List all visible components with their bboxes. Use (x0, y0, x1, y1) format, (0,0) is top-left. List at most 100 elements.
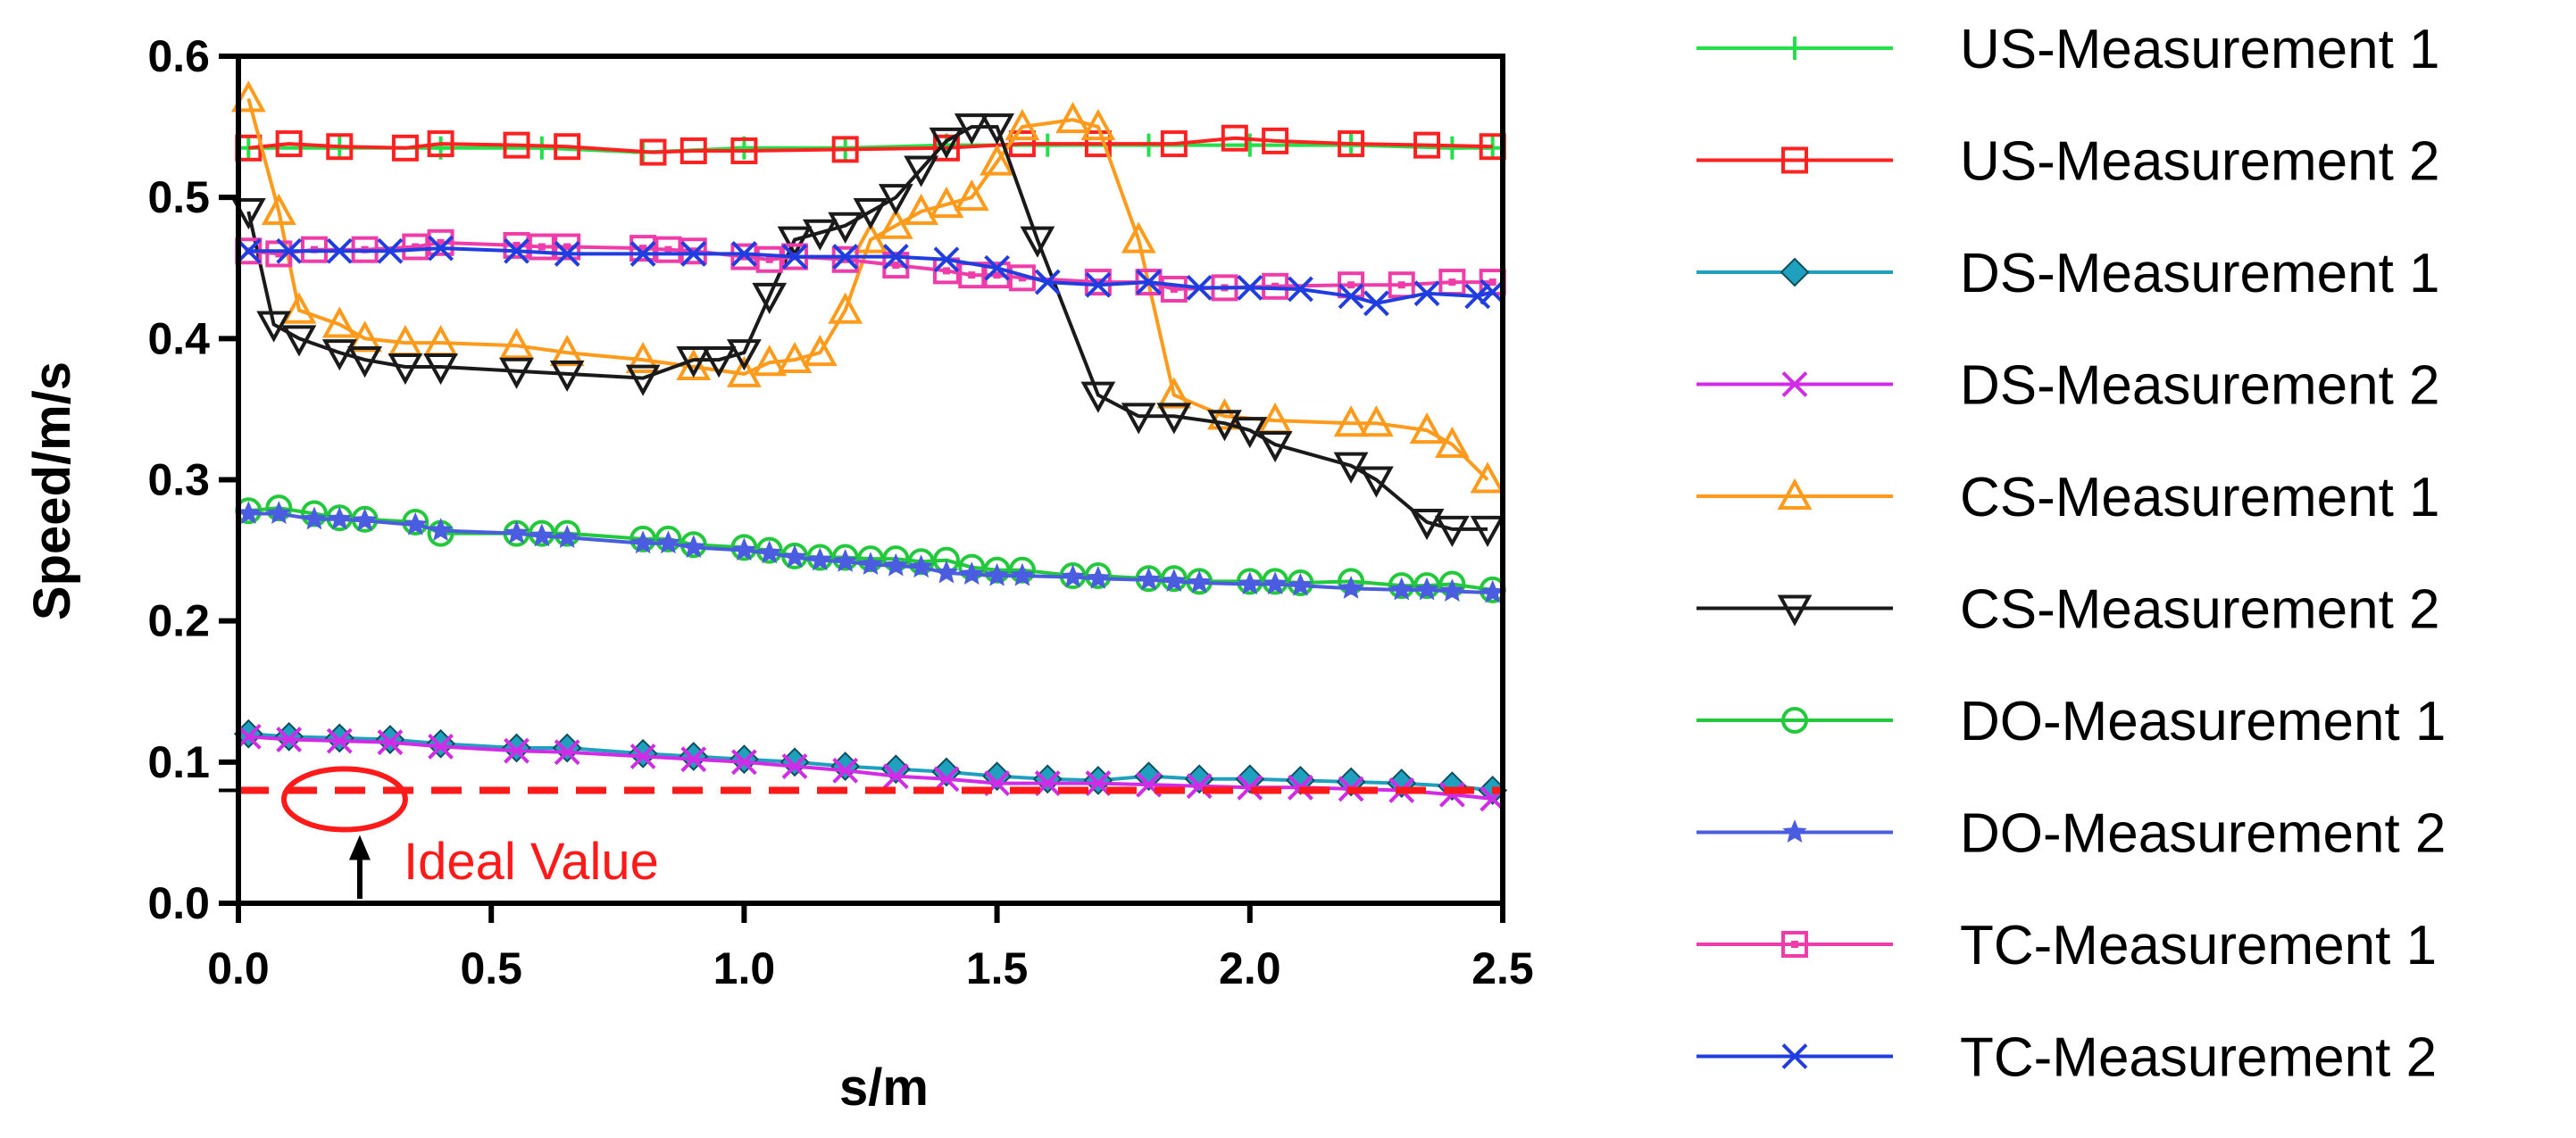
data-point (654, 525, 682, 552)
data-point (554, 133, 581, 161)
data-point (377, 237, 404, 264)
data-point (679, 137, 707, 164)
data-point (347, 320, 382, 353)
data-point (1262, 272, 1289, 300)
data-point (504, 237, 529, 264)
data-point (882, 244, 909, 270)
data-point (1162, 569, 1187, 592)
data-point-dot (1094, 278, 1102, 287)
data-point-box (654, 236, 682, 263)
data-point (300, 500, 328, 527)
data-point-dot (639, 245, 647, 253)
data-point (655, 530, 681, 554)
data-point (1287, 569, 1314, 596)
data-point (980, 144, 1014, 176)
data-point (402, 233, 429, 261)
data-point (904, 193, 939, 225)
data-point (757, 540, 782, 564)
data-point-dot (841, 255, 849, 263)
data-point (1160, 130, 1188, 158)
data-point (629, 235, 657, 262)
data-point-dot (664, 245, 672, 253)
data-point (781, 244, 808, 270)
data-point (1437, 771, 1467, 802)
data-point (326, 133, 354, 161)
series-line (248, 246, 1494, 305)
data-point (980, 113, 1014, 145)
data-point (625, 341, 661, 374)
data-point (833, 548, 858, 572)
data-point (276, 727, 303, 752)
data-point (954, 179, 989, 212)
data-point (274, 721, 304, 752)
legend-marker (1780, 257, 1810, 287)
data-point (680, 241, 707, 267)
data-point (321, 306, 357, 338)
data-point (984, 562, 1010, 586)
data-point (831, 136, 859, 163)
data-point (502, 733, 531, 763)
data-point (1409, 508, 1445, 541)
data-point (727, 355, 762, 387)
data-point (1434, 515, 1470, 547)
data-point (426, 728, 455, 759)
data-point (727, 339, 762, 371)
data-point (1238, 571, 1263, 595)
legend-label: DO-Measurement 2 (1960, 803, 2446, 865)
ideal-value-arrow-head (348, 835, 371, 860)
data-point (878, 184, 913, 216)
data-point-dot (892, 262, 900, 270)
legend-marker-dot (1791, 941, 1798, 948)
data-point (853, 221, 888, 253)
data-point-dot (993, 271, 1001, 279)
data-point-box (882, 252, 910, 279)
data-point (1084, 269, 1112, 296)
data-point (932, 134, 960, 162)
data-point (676, 346, 712, 378)
legend-entry: DS-Measurement 2 (1696, 355, 2440, 417)
data-point (230, 197, 266, 230)
data-point (883, 552, 908, 577)
data-point-dot (1170, 285, 1178, 293)
data-point (504, 520, 529, 544)
data-point (261, 193, 296, 225)
y-tick-label: 0.4 (147, 313, 210, 363)
data-point-box (629, 235, 657, 262)
data-point (933, 246, 960, 273)
data-point (701, 346, 737, 378)
data-point (954, 113, 989, 145)
data-point (1413, 572, 1441, 600)
data-point (832, 757, 859, 784)
legend-label: US-Measurement 2 (1960, 131, 2440, 193)
data-point-dot (1018, 274, 1026, 282)
data-point (807, 547, 832, 571)
data-point (730, 241, 757, 267)
data-point (878, 207, 913, 239)
x-tick-label: 2.0 (1219, 943, 1281, 993)
data-point (1388, 572, 1415, 600)
data-point-box (831, 245, 859, 273)
legend-entry: DO-Measurement 1 (1696, 691, 2446, 752)
data-point (1080, 108, 1116, 141)
data-point (324, 723, 354, 753)
data-point (552, 733, 582, 763)
data-point (882, 763, 909, 790)
data-point (802, 219, 838, 251)
data-point (347, 346, 382, 378)
data-point (929, 127, 964, 160)
data-point (1080, 381, 1116, 413)
data-point (654, 236, 682, 263)
data-point (1005, 108, 1040, 141)
data-point (1160, 275, 1188, 303)
data-point (730, 243, 758, 270)
data-point-box (528, 233, 555, 261)
data-point (1232, 417, 1268, 449)
data-point-box (1160, 275, 1188, 303)
data-point (857, 545, 884, 573)
data-point (730, 137, 758, 164)
legend-label: DS-Measurement 2 (1960, 355, 2440, 417)
data-point (1439, 578, 1464, 602)
data-point-dot (437, 238, 445, 246)
data-point-box (402, 233, 429, 261)
data-point-box (755, 245, 783, 273)
